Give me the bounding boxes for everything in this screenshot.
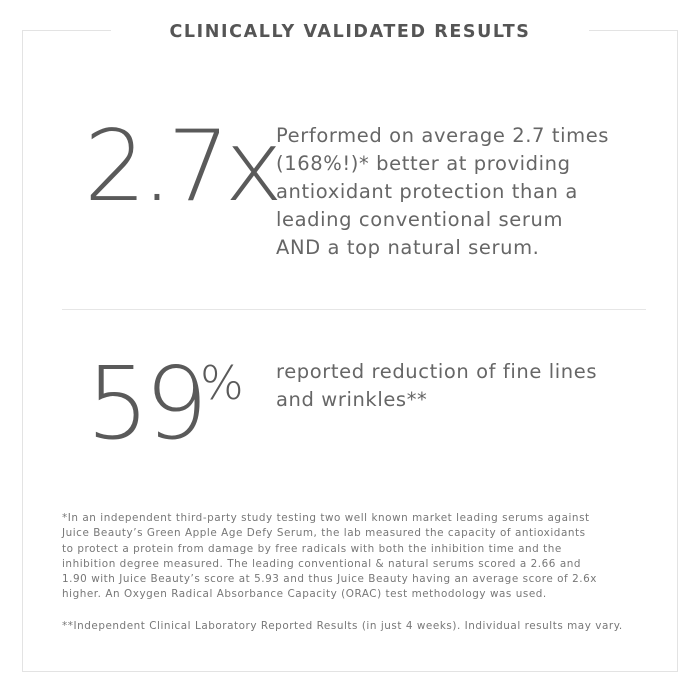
footnote-line: 1.90 with Juice Beauty’s score at 5.93 a… <box>62 573 597 586</box>
title-text: CLINICALLY VALIDATED RESULTS <box>111 22 589 42</box>
footnote-line: **Independent Clinical Laboratory Report… <box>62 620 623 632</box>
footnote-line: higher. An Oxygen Radical Absorbance Cap… <box>62 588 547 601</box>
divider <box>62 309 646 310</box>
description-line: leading conventional serum <box>276 208 564 231</box>
footnote: **Independent Clinical Laboratory Report… <box>62 619 623 634</box>
stat-unit: % <box>200 356 244 410</box>
description-line: and wrinkles** <box>276 388 428 411</box>
stat-description: Performed on average 2.7 times (168%!)* b… <box>276 122 609 262</box>
description-line: reported reduction of fine lines <box>276 360 598 383</box>
footnote-line: Juice Beauty’s Green Apple Age Defy Seru… <box>62 527 586 540</box>
description-line: antioxidant protection than a <box>276 180 578 203</box>
footnote: *In an independent third-party study tes… <box>62 511 597 603</box>
stat-description: reported reduction of fine lines and wrin… <box>276 358 597 414</box>
footnote-line: inhibition degree measured. The leading … <box>62 557 582 570</box>
footnote-line: to protect a protein from damage by free… <box>62 542 562 555</box>
description-line: AND a top natural serum. <box>276 236 540 259</box>
description-line: (168%!)* better at providing <box>276 152 571 175</box>
stat-value: 59 <box>86 345 208 462</box>
stat-value: 2.7x <box>84 110 283 224</box>
title: CLINICALLY VALIDATED RESULTS <box>0 22 700 42</box>
description-line: Performed on average 2.7 times <box>276 124 610 147</box>
footnote-line: *In an independent third-party study tes… <box>62 512 590 524</box>
